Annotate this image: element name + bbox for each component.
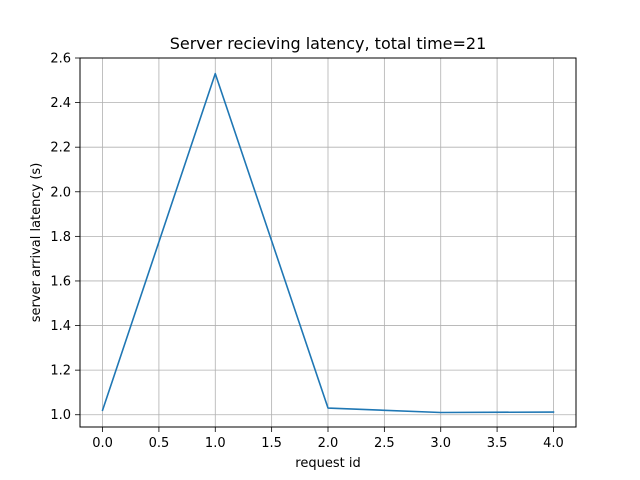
x-tick-label: 4.0 [543,436,564,451]
y-tick-label: 1.0 [50,408,71,423]
x-tick-label: 1.0 [205,436,226,451]
x-tick-label: 3.5 [487,436,508,451]
x-tick-label: 3.0 [430,436,451,451]
y-tick-label: 1.2 [50,364,71,379]
x-axis-label: request id [295,456,360,471]
y-tick-label: 1.8 [50,230,71,245]
y-axis-ticks: 1.0 1.2 1.4 1.6 1.8 2.0 2.2 2.4 2.6 [50,52,80,423]
x-tick-label: 2.5 [374,436,395,451]
x-tick-label: 0.5 [149,436,170,451]
x-tick-label: 1.5 [261,436,282,451]
chart-title: Server recieving latency, total time=21 [170,34,487,53]
series-layer [101,72,555,414]
y-axis-label: server arrival latency (s) [29,163,44,323]
y-tick-label: 2.6 [50,52,71,67]
x-tick-label: 0.0 [92,436,113,451]
y-tick-label: 2.4 [50,96,71,111]
y-tick-label: 1.4 [50,319,71,334]
x-axis-ticks: 0.0 0.5 1.0 1.5 2.0 2.5 3.0 3.5 4.0 [92,427,564,451]
y-tick-label: 2.0 [50,185,71,200]
y-tick-label: 1.6 [50,274,71,289]
y-tick-label: 2.2 [50,141,71,156]
x-tick-label: 2.0 [318,436,339,451]
